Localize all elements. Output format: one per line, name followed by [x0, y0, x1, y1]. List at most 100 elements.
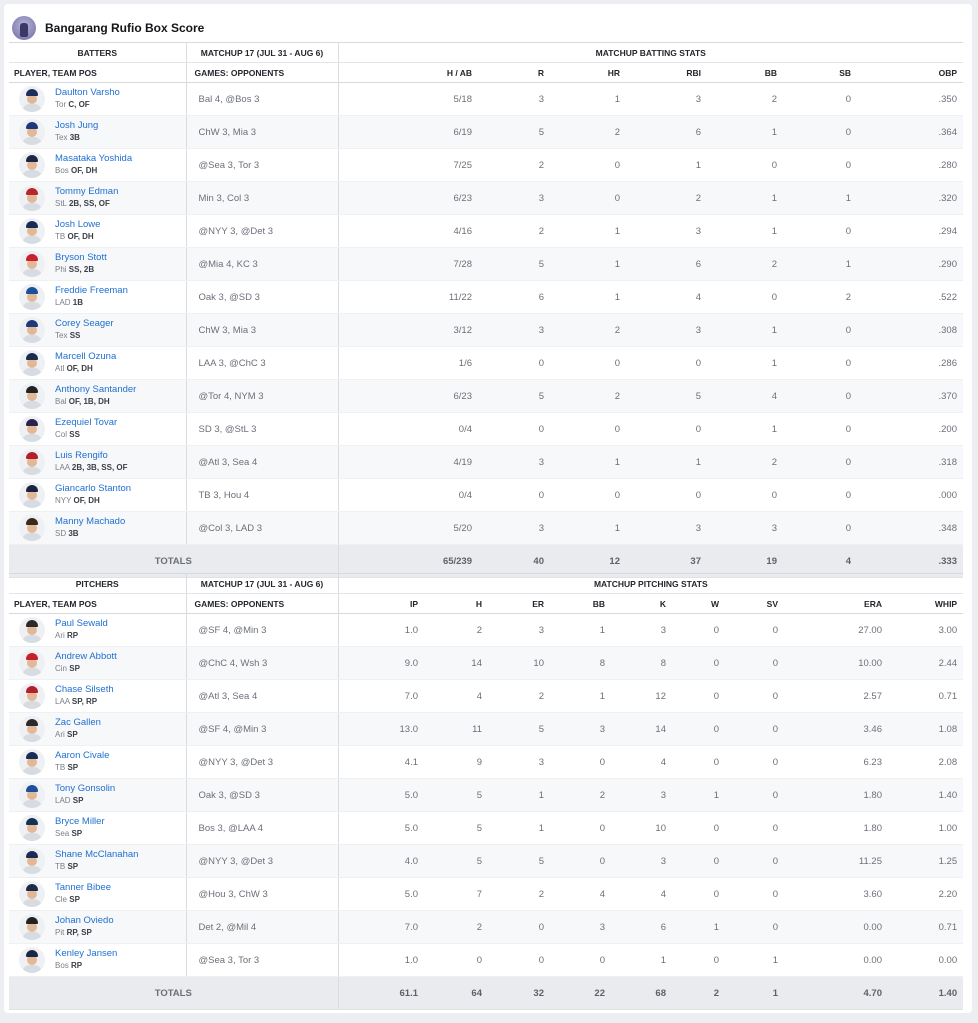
player-text: Bryce Miller Sea SP — [55, 816, 105, 840]
player-name-link[interactable]: Zac Gallen — [55, 717, 101, 728]
stat-cell-rbi: 0 — [626, 478, 707, 512]
column-header-h-ab[interactable]: H / AB — [338, 62, 478, 83]
player-name-link[interactable]: Chase Silseth — [55, 684, 114, 695]
player-name-link[interactable]: Luis Rengifo — [55, 450, 108, 461]
player-name-link[interactable]: Josh Jung — [55, 120, 99, 131]
stat-cell-sb: 0 — [783, 313, 857, 347]
stat-cell-h: 4 — [424, 679, 488, 713]
stat-cell-sv: 0 — [725, 811, 784, 845]
column-header-obp[interactable]: OBP — [857, 62, 963, 83]
column-header-w[interactable]: W — [672, 593, 725, 614]
column-header-sb[interactable]: SB — [783, 62, 857, 83]
player-position: OF, 1B, DH — [68, 397, 110, 406]
stat-cell-h-ab: 4/16 — [338, 214, 478, 248]
stat-cell-sv: 0 — [725, 910, 784, 944]
player-info: Ezequiel Tovar Col SS — [9, 416, 185, 442]
player-text: Daulton Varsho Tor C, OF — [55, 87, 120, 111]
player-headshot — [19, 449, 45, 475]
stat-cell-r: 3 — [478, 511, 550, 545]
column-header-player[interactable]: PLAYER, TEAM POS — [9, 593, 187, 614]
stat-cell-bb: 8 — [550, 646, 611, 680]
player-name-link[interactable]: Tanner Bibee — [55, 882, 111, 893]
column-header-sv[interactable]: SV — [725, 593, 784, 614]
column-header-er[interactable]: ER — [488, 593, 550, 614]
player-cell: Zac Gallen Ari SP — [9, 712, 187, 746]
table-row: Luis Rengifo LAA 2B, 3B, SS, OF @Atl 3, Se… — [9, 445, 963, 479]
player-headshot — [19, 251, 45, 277]
player-name-link[interactable]: Masataka Yoshida — [55, 153, 133, 164]
player-name-link[interactable]: Paul Sewald — [55, 618, 108, 629]
stat-cell-h-ab: 6/19 — [338, 115, 478, 149]
table-row: Anthony Santander Bal OF, 1B, DH @Tor 4, N… — [9, 379, 963, 413]
table-row: Zac Gallen Ari SP @SF 4, @Min 3 13.0 11 5 3 14 0… — [9, 712, 964, 746]
player-position: SP — [67, 763, 79, 772]
column-header-games[interactable]: GAMES: OPPONENTS — [186, 593, 339, 614]
games-opponents-cell: @NYY 3, @Det 3 — [186, 214, 339, 248]
stat-cell-bb: 2 — [550, 778, 611, 812]
stat-cell-rbi: 6 — [626, 115, 707, 149]
player-name-link[interactable]: Bryce Miller — [55, 816, 105, 827]
player-text: Andrew Abbott Cin SP — [55, 651, 117, 675]
stat-cell-bb: 1 — [707, 115, 783, 149]
player-name-link[interactable]: Manny Machado — [55, 516, 126, 527]
player-text: Masataka Yoshida Bos OF, DH — [55, 153, 132, 177]
player-name-link[interactable]: Ezequiel Tovar — [55, 417, 118, 428]
batting-stats-group-header: MATCHUP BATTING STATS — [338, 42, 963, 63]
column-header-hr[interactable]: HR — [550, 62, 626, 83]
stat-cell-era: 3.60 — [784, 877, 888, 911]
player-name-link[interactable]: Shane McClanahan — [55, 849, 139, 860]
stat-cell-bb: 1 — [707, 412, 783, 446]
column-header-bb[interactable]: BB — [707, 62, 783, 83]
player-info: Chase Silseth LAA SP, RP — [9, 683, 185, 709]
column-header-bb[interactable]: BB — [550, 593, 611, 614]
stat-cell-ip: 1.0 — [338, 943, 424, 977]
player-name-link[interactable]: Giancarlo Stanton — [55, 483, 132, 494]
player-name-link[interactable]: Corey Seager — [55, 318, 114, 329]
column-header-rbi[interactable]: RBI — [626, 62, 707, 83]
player-name-link[interactable]: Bryson Stott — [55, 252, 107, 263]
player-name-link[interactable]: Anthony Santander — [55, 384, 137, 395]
column-header-h[interactable]: H — [424, 593, 488, 614]
team-logo — [12, 16, 36, 40]
column-header-r[interactable]: R — [478, 62, 550, 83]
player-name-link[interactable]: Freddie Freeman — [55, 285, 128, 296]
player-text: Freddie Freeman LAD 1B — [55, 285, 128, 309]
player-text: Josh Lowe TB OF, DH — [55, 219, 100, 243]
player-name-link[interactable]: Tony Gonsolin — [55, 783, 116, 794]
player-name-link[interactable]: Tommy Edman — [55, 186, 119, 197]
player-name-link[interactable]: Aaron Civale — [55, 750, 110, 761]
player-position: RP, SP — [66, 928, 92, 937]
player-text: Giancarlo Stanton NYY OF, DH — [55, 483, 131, 507]
column-header-whip[interactable]: WHIP — [888, 593, 964, 614]
table-row: Manny Machado SD 3B @Col 3, LAD 3 5/20 3 1 3 3 0… — [9, 511, 963, 545]
column-header-ip[interactable]: IP — [338, 593, 424, 614]
stat-cell-ip: 4.1 — [338, 745, 424, 779]
player-headshot — [19, 317, 45, 343]
column-header-era[interactable]: ERA — [784, 593, 888, 614]
player-team-pos: NYY OF, DH — [55, 495, 131, 507]
player-name-link[interactable]: Josh Lowe — [55, 219, 101, 230]
player-team-pos: Ari RP — [55, 630, 108, 642]
stat-cell-w: 0 — [672, 844, 725, 878]
column-header-k[interactable]: K — [611, 593, 672, 614]
player-name-link[interactable]: Johan Oviedo — [55, 915, 114, 926]
player-team: Ari — [55, 631, 65, 640]
games-opponents-cell: @NYY 3, @Det 3 — [186, 745, 339, 779]
column-header-player[interactable]: PLAYER, TEAM POS — [9, 62, 187, 83]
player-cell: Aaron Civale TB SP — [9, 745, 187, 779]
stat-cell-hr: 1 — [550, 247, 626, 281]
player-info: Manny Machado SD 3B — [9, 515, 185, 541]
stat-cell-rbi: 3 — [626, 313, 707, 347]
total-cell-bb: 22 — [550, 976, 611, 1010]
stat-cell-era: 0.00 — [784, 910, 888, 944]
stat-cell-h-ab: 0/4 — [338, 478, 478, 512]
player-name-link[interactable]: Marcell Ozuna — [55, 351, 117, 362]
player-name-link[interactable]: Andrew Abbott — [55, 651, 117, 662]
column-header-games[interactable]: GAMES: OPPONENTS — [186, 62, 339, 83]
games-opponents-cell: @Sea 3, Tor 3 — [186, 943, 339, 977]
player-name-link[interactable]: Kenley Jansen — [55, 948, 118, 959]
player-name-link[interactable]: Daulton Varsho — [55, 87, 120, 98]
stat-cell-h: 2 — [424, 910, 488, 944]
player-info: Aaron Civale TB SP — [9, 749, 185, 775]
stat-cell-sb: 0 — [783, 214, 857, 248]
